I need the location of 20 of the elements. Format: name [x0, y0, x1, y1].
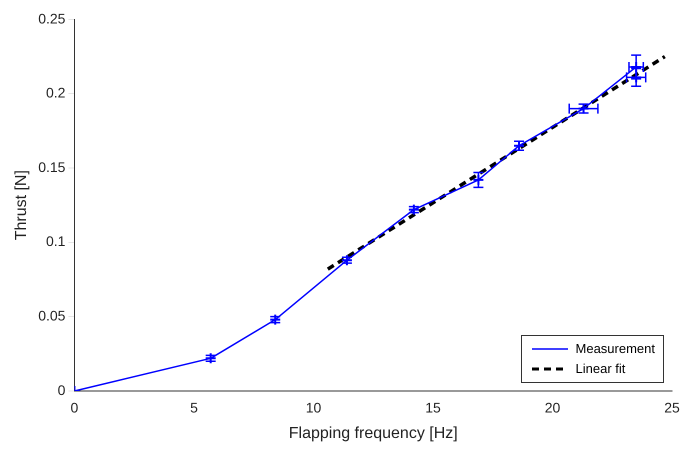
x-tick-label: 5 — [190, 399, 198, 416]
y-axis-title: Thrust [N] — [13, 170, 30, 240]
point — [269, 314, 282, 326]
x-tick-label: 0 — [70, 399, 79, 416]
x-tick-label: 15 — [425, 399, 441, 416]
x-tick-label: 25 — [664, 399, 680, 416]
y-tick-label: 0.2 — [46, 84, 66, 101]
y-tick-label: 0.1 — [46, 233, 66, 250]
y-tick-label: 0.05 — [38, 308, 66, 324]
legend-label: Measurement — [576, 340, 655, 358]
point — [340, 254, 353, 266]
y-tick-label: 0.25 — [38, 10, 66, 26]
point — [204, 352, 217, 364]
y-tick-label: 0 — [58, 382, 66, 398]
x-tick-label: 10 — [306, 399, 322, 416]
point — [408, 204, 420, 216]
legend-label: Linear fit — [576, 360, 626, 378]
x-axis-title: Flapping frequency [Hz] — [288, 424, 458, 442]
y-tick-label: 0.15 — [38, 158, 66, 175]
x-tick-label: 20 — [544, 399, 560, 416]
